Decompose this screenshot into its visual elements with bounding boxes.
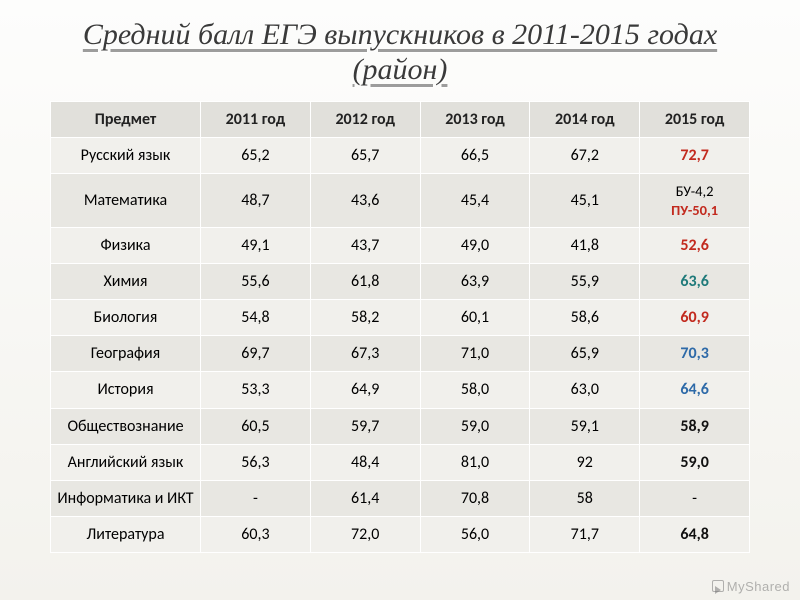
slide-title: Средний балл ЕГЭ выпускников в 2011-2015… (50, 18, 750, 87)
value-cell: 64,6 (640, 372, 750, 408)
value-cell: 55,9 (530, 263, 640, 299)
subject-cell: Информатика и ИКТ (51, 480, 201, 516)
value-cell: 92 (530, 444, 640, 480)
value-cell: 67,3 (310, 336, 420, 372)
value-cell: 70,3 (640, 336, 750, 372)
value-cell: 54,8 (201, 300, 311, 336)
table-row: Литература60,372,056,071,764,8 (51, 517, 750, 553)
slide-container: Средний балл ЕГЭ выпускников в 2011-2015… (0, 0, 800, 600)
table-row: Информатика и ИКТ-61,470,858- (51, 480, 750, 516)
value-cell: 81,0 (420, 444, 530, 480)
value-cell: 64,9 (310, 372, 420, 408)
col-subject: Предмет (51, 102, 201, 138)
subject-cell: Биология (51, 300, 201, 336)
value-cell: 65,2 (201, 138, 311, 174)
subject-cell: География (51, 336, 201, 372)
value-cell: 63,9 (420, 263, 530, 299)
value-cell: 69,7 (201, 336, 311, 372)
value-cell: 45,4 (420, 174, 530, 227)
col-2011: 2011 год (201, 102, 311, 138)
value-cell: 66,5 (420, 138, 530, 174)
table-header: Предмет 2011 год 2012 год 2013 год 2014 … (51, 102, 750, 138)
value-cell: 72,0 (310, 517, 420, 553)
col-2015: 2015 год (640, 102, 750, 138)
scores-table: Предмет 2011 год 2012 год 2013 год 2014 … (50, 101, 750, 553)
value-cell: 59,1 (530, 408, 640, 444)
value-cell: 64,8 (640, 517, 750, 553)
subject-cell: Математика (51, 174, 201, 227)
value-cell: 70,8 (420, 480, 530, 516)
value-cell: 49,0 (420, 227, 530, 263)
subject-cell: Химия (51, 263, 201, 299)
table-row: Биология54,858,260,158,660,9 (51, 300, 750, 336)
value-cell: 58 (530, 480, 640, 516)
watermark: MyShared (712, 579, 790, 594)
table-body: Русский язык65,265,766,567,272,7Математи… (51, 138, 750, 553)
value-cell: 58,9 (640, 408, 750, 444)
col-2012: 2012 год (310, 102, 420, 138)
subject-cell: Английский язык (51, 444, 201, 480)
value-cell: 48,7 (201, 174, 311, 227)
value-cell: 49,1 (201, 227, 311, 263)
value-cell: 48,4 (310, 444, 420, 480)
value-cell: 60,3 (201, 517, 311, 553)
table-row: Обществознание60,559,759,059,158,9 (51, 408, 750, 444)
value-cell: 60,9 (640, 300, 750, 336)
watermark-icon (712, 580, 724, 592)
subject-cell: Физика (51, 227, 201, 263)
table-row: Физика49,143,749,041,852,6 (51, 227, 750, 263)
value-cell: 58,6 (530, 300, 640, 336)
value-cell: 45,1 (530, 174, 640, 227)
value-cell: 63,6 (640, 263, 750, 299)
value-cell: 59,0 (640, 444, 750, 480)
value-cell: 60,5 (201, 408, 311, 444)
value-cell: 43,6 (310, 174, 420, 227)
value-cell: БУ-4,2ПУ-50,1 (640, 174, 750, 227)
table-row: Русский язык65,265,766,567,272,7 (51, 138, 750, 174)
table-row: История53,364,958,063,064,6 (51, 372, 750, 408)
value-cell: 63,0 (530, 372, 640, 408)
value-cell: 56,0 (420, 517, 530, 553)
watermark-text: MyShared (727, 579, 790, 594)
subject-cell: Литература (51, 517, 201, 553)
value-cell: 60,1 (420, 300, 530, 336)
table-row: География69,767,371,065,970,3 (51, 336, 750, 372)
value-cell: 61,8 (310, 263, 420, 299)
table-row: Английский язык56,348,481,09259,0 (51, 444, 750, 480)
value-cell: 71,0 (420, 336, 530, 372)
value-cell: 61,4 (310, 480, 420, 516)
value-cell: 52,6 (640, 227, 750, 263)
value-cell: 65,7 (310, 138, 420, 174)
value-cell: - (640, 480, 750, 516)
value-cell: - (201, 480, 311, 516)
value-cell: 55,6 (201, 263, 311, 299)
value-cell: 59,7 (310, 408, 420, 444)
value-cell: 43,7 (310, 227, 420, 263)
value-cell: 56,3 (201, 444, 311, 480)
table-row: Химия55,661,863,955,963,6 (51, 263, 750, 299)
value-cell: 59,0 (420, 408, 530, 444)
value-cell: 65,9 (530, 336, 640, 372)
value-cell: 72,7 (640, 138, 750, 174)
value-cell: 53,3 (201, 372, 311, 408)
subject-cell: История (51, 372, 201, 408)
table-row: Математика48,743,645,445,1БУ-4,2ПУ-50,1 (51, 174, 750, 227)
value-cell: 58,0 (420, 372, 530, 408)
col-2014: 2014 год (530, 102, 640, 138)
header-row: Предмет 2011 год 2012 год 2013 год 2014 … (51, 102, 750, 138)
subject-cell: Русский язык (51, 138, 201, 174)
col-2013: 2013 год (420, 102, 530, 138)
subject-cell: Обществознание (51, 408, 201, 444)
value-cell: 67,2 (530, 138, 640, 174)
value-cell: 41,8 (530, 227, 640, 263)
value-cell: 71,7 (530, 517, 640, 553)
value-cell: 58,2 (310, 300, 420, 336)
